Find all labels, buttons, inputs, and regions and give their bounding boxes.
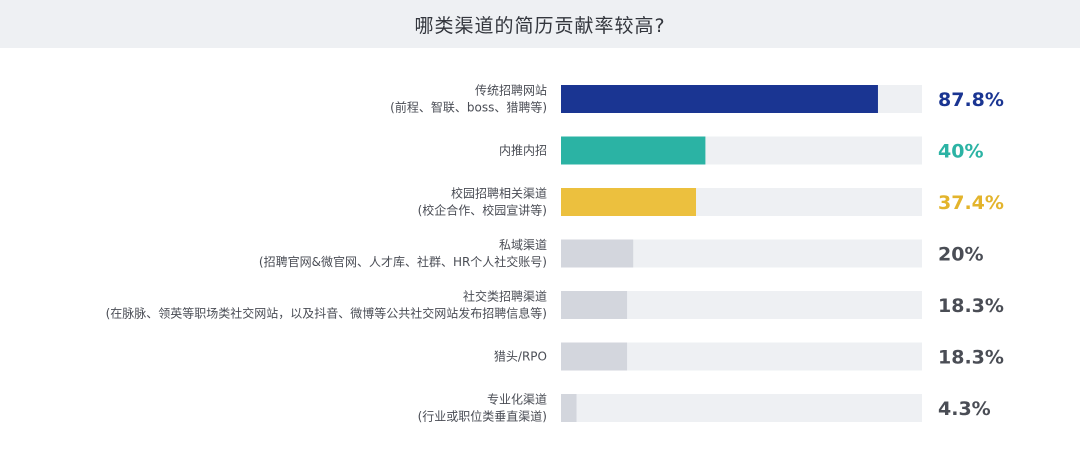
chart-title-bar: 哪类渠道的简历贡献率较高?	[0, 0, 1080, 48]
value-label: 40%	[938, 141, 983, 163]
value-label: 18.3%	[938, 347, 1004, 369]
category-label: 私域渠道	[499, 238, 547, 252]
category-label: (招聘官网&微官网、人才库、社群、HR个人社交账号)	[259, 254, 547, 269]
category-label: 内推内招	[499, 144, 547, 158]
category-label: (行业或职位类垂直渠道)	[418, 409, 547, 424]
value-label: 37.4%	[938, 192, 1004, 214]
value-label: 4.3%	[938, 398, 991, 420]
bar	[561, 136, 706, 165]
category-label: (前程、智联、boss、猎聘等)	[390, 100, 547, 115]
category-label: (校企合作、校园宣讲等)	[418, 203, 547, 218]
category-label: 猎头/RPO	[494, 350, 547, 364]
category-label: 专业化渠道	[487, 392, 547, 407]
bar	[561, 85, 878, 113]
value-label: 20%	[938, 244, 983, 266]
category-label: (在脉脉、领英等职场类社交网站，以及抖音、微博等公共社交网站发布招聘信息等)	[106, 306, 547, 321]
bar	[561, 291, 628, 319]
category-label: 传统招聘网站	[475, 83, 547, 98]
category-label: 校园招聘相关渠道	[451, 186, 547, 201]
bar	[561, 239, 634, 268]
bar	[561, 188, 697, 216]
category-label: 社交类招聘渠道	[463, 289, 547, 304]
bar	[561, 342, 628, 371]
value-label: 87.8%	[938, 89, 1004, 111]
value-label: 18.3%	[938, 295, 1004, 317]
chart-title: 哪类渠道的简历贡献率较高?	[414, 14, 666, 37]
bar-track	[561, 394, 922, 422]
bar	[561, 394, 577, 422]
